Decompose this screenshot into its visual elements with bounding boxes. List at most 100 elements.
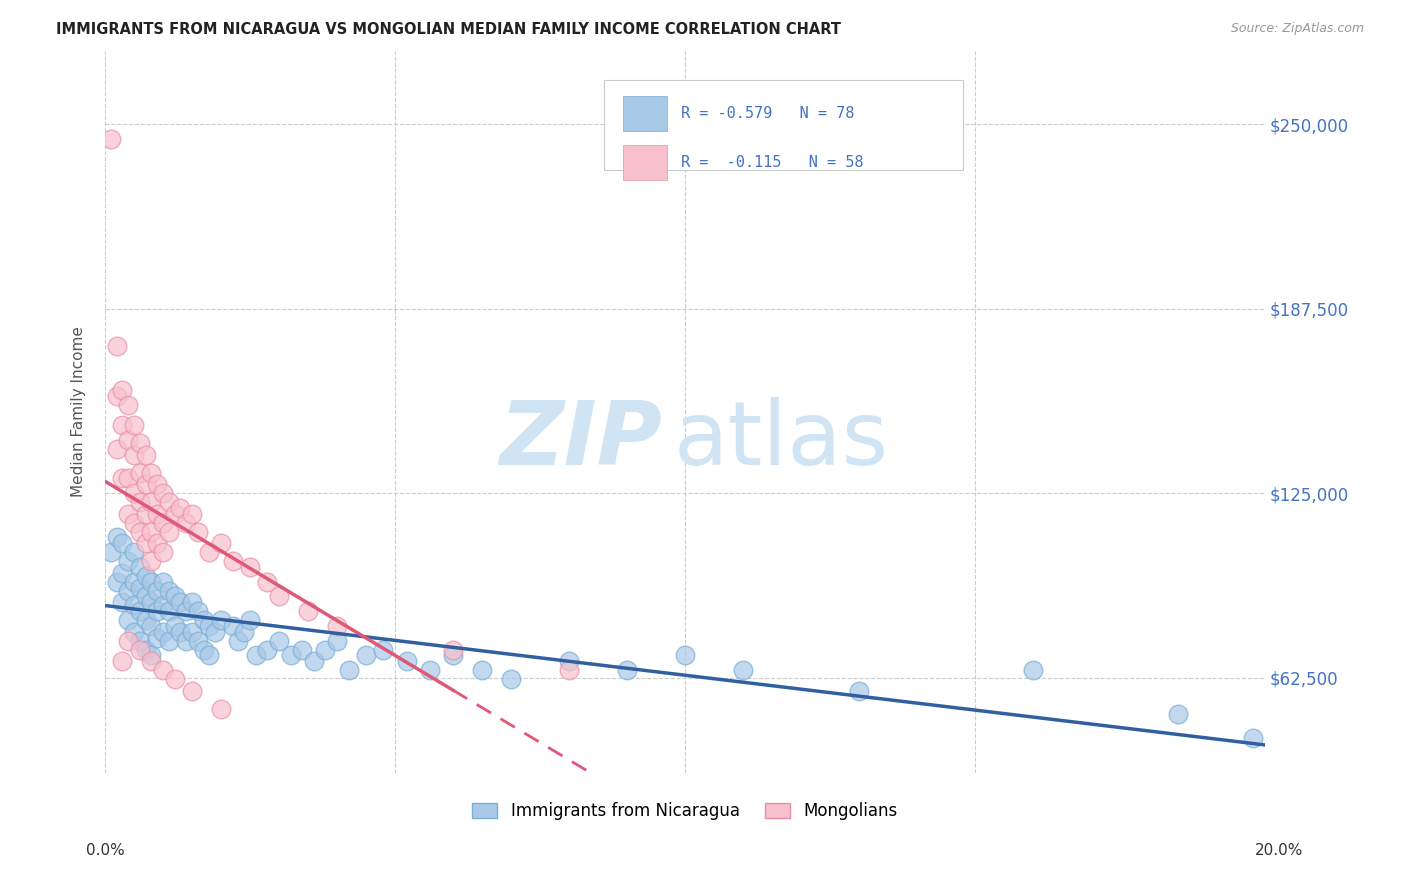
Point bbox=[117, 507, 139, 521]
Point bbox=[105, 531, 128, 545]
Point bbox=[616, 663, 638, 677]
Point bbox=[169, 595, 191, 609]
Point bbox=[117, 471, 139, 485]
Point bbox=[187, 633, 209, 648]
Point bbox=[373, 642, 395, 657]
Point bbox=[157, 633, 180, 648]
Point bbox=[105, 442, 128, 456]
Point bbox=[163, 672, 186, 686]
Text: 0.0%: 0.0% bbox=[86, 843, 125, 858]
Point bbox=[128, 436, 150, 450]
Point bbox=[558, 663, 581, 677]
Point bbox=[419, 663, 441, 677]
Point bbox=[239, 560, 262, 574]
Point bbox=[135, 568, 157, 582]
FancyBboxPatch shape bbox=[623, 96, 668, 131]
Point bbox=[157, 583, 180, 598]
Point bbox=[117, 398, 139, 412]
Point bbox=[326, 633, 349, 648]
Text: Source: ZipAtlas.com: Source: ZipAtlas.com bbox=[1230, 22, 1364, 36]
Point bbox=[152, 545, 174, 559]
Point bbox=[181, 624, 204, 639]
Point bbox=[314, 642, 336, 657]
Point bbox=[558, 654, 581, 668]
Point bbox=[135, 507, 157, 521]
Point bbox=[128, 633, 150, 648]
Point bbox=[135, 448, 157, 462]
Text: ZIP: ZIP bbox=[499, 398, 662, 484]
Point bbox=[105, 574, 128, 589]
Point bbox=[221, 554, 243, 568]
Point bbox=[135, 477, 157, 491]
Point bbox=[128, 524, 150, 539]
Point bbox=[105, 389, 128, 403]
Point bbox=[174, 633, 197, 648]
Point bbox=[209, 613, 232, 627]
Point bbox=[169, 500, 191, 515]
Text: R =  -0.115   N = 58: R = -0.115 N = 58 bbox=[682, 155, 863, 170]
Point bbox=[280, 648, 302, 663]
Point bbox=[163, 590, 186, 604]
Point bbox=[471, 663, 494, 677]
Point bbox=[122, 624, 145, 639]
Point bbox=[146, 604, 169, 618]
Point bbox=[1167, 707, 1189, 722]
Point bbox=[128, 581, 150, 595]
Point bbox=[111, 418, 134, 433]
Point bbox=[141, 524, 163, 539]
Point bbox=[209, 536, 232, 550]
Point bbox=[198, 648, 221, 663]
Point bbox=[117, 613, 139, 627]
Point bbox=[174, 516, 197, 530]
Point bbox=[1241, 731, 1264, 745]
Point bbox=[141, 648, 163, 663]
Point bbox=[111, 471, 134, 485]
Point bbox=[111, 654, 134, 668]
Point bbox=[128, 560, 150, 574]
Point bbox=[122, 418, 145, 433]
Point bbox=[228, 633, 250, 648]
Point bbox=[193, 642, 215, 657]
Point bbox=[181, 595, 204, 609]
Point bbox=[354, 648, 377, 663]
Point bbox=[256, 642, 278, 657]
Point bbox=[193, 613, 215, 627]
FancyBboxPatch shape bbox=[623, 145, 668, 180]
Point bbox=[181, 507, 204, 521]
Point bbox=[117, 633, 139, 648]
Point bbox=[221, 619, 243, 633]
Point bbox=[152, 516, 174, 530]
Point bbox=[152, 663, 174, 677]
Point bbox=[209, 701, 232, 715]
Point bbox=[135, 613, 157, 627]
Point bbox=[141, 619, 163, 633]
Point bbox=[157, 495, 180, 509]
Point bbox=[146, 583, 169, 598]
Point bbox=[141, 554, 163, 568]
Point bbox=[198, 619, 221, 633]
Point bbox=[141, 574, 163, 589]
Point bbox=[100, 545, 122, 559]
Point bbox=[267, 590, 290, 604]
Point bbox=[731, 663, 754, 677]
Point bbox=[152, 486, 174, 500]
Legend: Immigrants from Nicaragua, Mongolians: Immigrants from Nicaragua, Mongolians bbox=[465, 795, 904, 827]
Point bbox=[174, 604, 197, 618]
Text: R = -0.579   N = 78: R = -0.579 N = 78 bbox=[682, 106, 855, 121]
Point bbox=[105, 339, 128, 353]
Point bbox=[117, 554, 139, 568]
Point bbox=[146, 507, 169, 521]
Point bbox=[128, 495, 150, 509]
Point bbox=[169, 624, 191, 639]
Point bbox=[163, 507, 186, 521]
Point bbox=[111, 595, 134, 609]
Point bbox=[163, 619, 186, 633]
Point bbox=[181, 683, 204, 698]
Point bbox=[187, 524, 209, 539]
Point bbox=[100, 132, 122, 146]
Point bbox=[441, 648, 464, 663]
Point bbox=[141, 466, 163, 480]
Text: atlas: atlas bbox=[673, 398, 889, 484]
Point bbox=[128, 466, 150, 480]
Point bbox=[122, 448, 145, 462]
